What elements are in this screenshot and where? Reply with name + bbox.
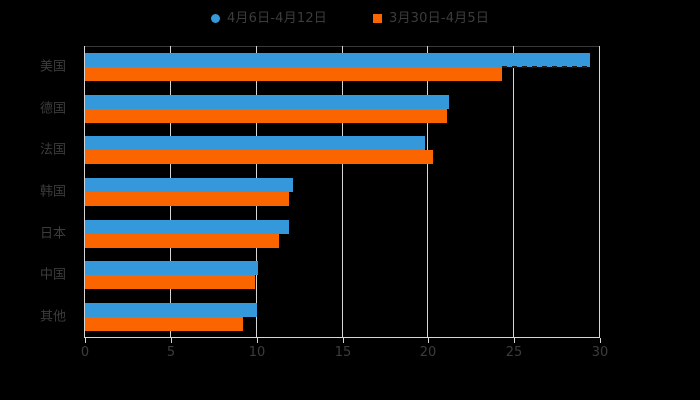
legend-marker-circle-icon bbox=[210, 14, 220, 23]
x-tick-label: 15 bbox=[334, 345, 352, 360]
chart-legend: 4月6日-4月12日 3月30日-4月5日 bbox=[0, 12, 700, 25]
bar-series-a[interactable] bbox=[85, 303, 257, 318]
legend-label-series-b: 3月30日-4月5日 bbox=[389, 11, 490, 26]
x-tick-mark bbox=[257, 338, 258, 343]
gridline-x bbox=[427, 46, 428, 338]
x-tick-label: 30 bbox=[591, 345, 609, 360]
y-tick-label: 德国 bbox=[39, 101, 66, 117]
x-tick-mark bbox=[85, 338, 86, 343]
y-tick-label: 美国 bbox=[39, 59, 66, 75]
bar-rows bbox=[85, 46, 600, 338]
bar-series-b[interactable] bbox=[85, 275, 255, 290]
bar-series-a[interactable] bbox=[85, 219, 290, 234]
x-tick-label: 5 bbox=[166, 345, 176, 360]
legend-item-series-b[interactable]: 3月30日-4月5日 bbox=[373, 12, 489, 25]
y-axis-line bbox=[84, 46, 85, 338]
gridline-x bbox=[513, 46, 514, 338]
legend-marker-square-icon bbox=[373, 14, 382, 23]
legend-item-series-a[interactable]: 4月6日-4月12日 bbox=[210, 11, 327, 26]
x-tick-label: 25 bbox=[505, 345, 523, 360]
x-tick-label: 0 bbox=[80, 345, 90, 360]
bar-series-a[interactable] bbox=[85, 52, 590, 67]
bar-series-b[interactable] bbox=[85, 317, 243, 332]
bar-row bbox=[85, 213, 600, 255]
y-tick-label: 日本 bbox=[39, 226, 66, 242]
bar-series-a[interactable] bbox=[85, 177, 293, 192]
y-tick-label: 其他 bbox=[39, 309, 66, 325]
bar-edge-dash-overlay bbox=[502, 65, 590, 68]
plot-area bbox=[84, 46, 600, 338]
bar-row bbox=[85, 129, 600, 171]
bar-row bbox=[85, 255, 600, 297]
x-tick-label: 10 bbox=[248, 345, 266, 360]
bar-series-b[interactable] bbox=[85, 150, 434, 165]
x-tick-mark bbox=[514, 338, 515, 343]
x-tick-mark bbox=[600, 338, 601, 343]
y-tick-label: 中国 bbox=[39, 267, 66, 283]
x-tick-label: 20 bbox=[419, 345, 437, 360]
bar-series-a[interactable] bbox=[85, 136, 425, 151]
bar-row bbox=[85, 46, 600, 88]
gridline-x bbox=[599, 46, 600, 338]
legend-label-series-a: 4月6日-4月12日 bbox=[226, 11, 327, 26]
y-tick-label: 法国 bbox=[39, 142, 66, 158]
x-axis: 0 5 10 15 20 25 30 bbox=[80, 338, 608, 368]
x-tick-mark bbox=[343, 338, 344, 343]
y-axis: 美国德国法国韩国日本中国其他 bbox=[0, 46, 76, 338]
bar-row bbox=[85, 296, 600, 338]
bar-series-b[interactable] bbox=[85, 66, 503, 81]
gridline-x bbox=[342, 46, 343, 338]
bar-series-b[interactable] bbox=[85, 191, 290, 206]
bar-row bbox=[85, 88, 600, 130]
x-tick-mark bbox=[428, 338, 429, 343]
bar-series-b[interactable] bbox=[85, 108, 448, 123]
bar-row bbox=[85, 171, 600, 213]
y-tick-label: 韩国 bbox=[39, 184, 66, 200]
bar-series-a[interactable] bbox=[85, 261, 259, 276]
x-tick-mark bbox=[171, 338, 172, 343]
bar-series-a[interactable] bbox=[85, 94, 449, 109]
bar-series-b[interactable] bbox=[85, 233, 279, 248]
